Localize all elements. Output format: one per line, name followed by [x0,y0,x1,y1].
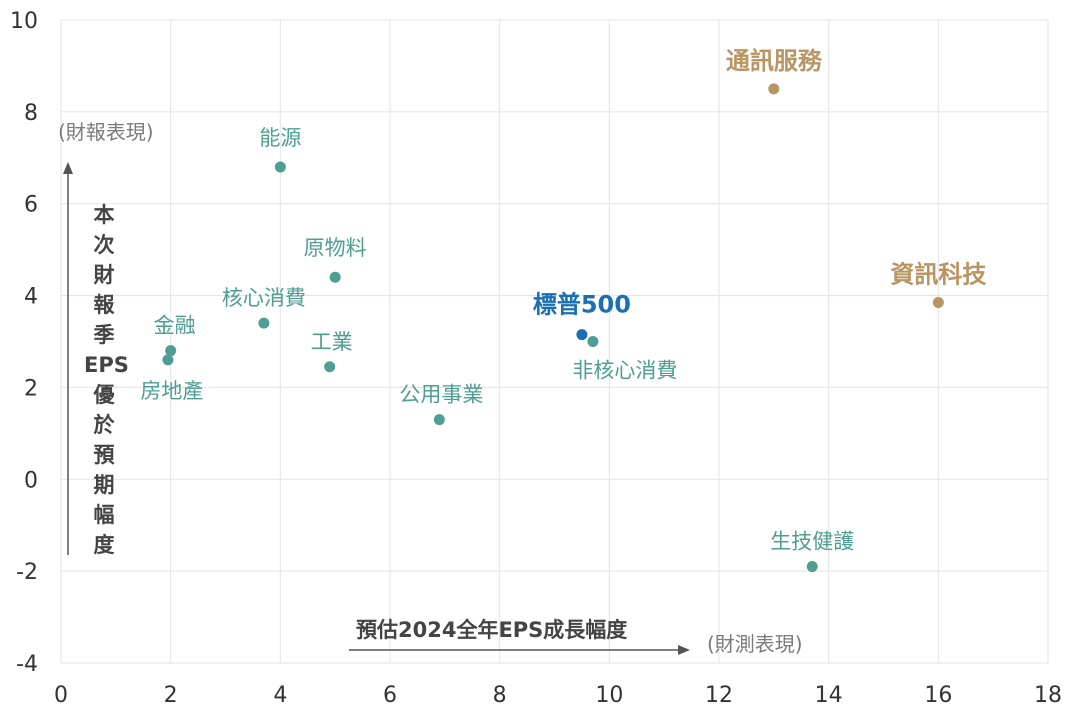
data-label: 房地產 [140,379,203,403]
x-axis-ticks: 0 2 4 6 8 10 12 14 16 18 [54,683,1062,708]
x-tick-label: 2 [164,683,178,708]
x-tick-label: 6 [383,683,397,708]
data-label: 通訊服務 [726,47,823,75]
x-axis-label: 預估2024全年EPS成長幅度 [356,618,628,642]
x-tick-label: 12 [705,683,733,708]
data-label: 能源 [259,126,301,150]
grid-lines [60,19,1049,664]
x-tick-label: 8 [493,683,507,708]
y-tick-label: 8 [24,101,38,126]
y-tick-label: 0 [24,468,38,493]
y-axis-ticks: 10 8 6 4 2 0 -2 -4 [10,9,38,677]
data-label: 非核心消費 [572,359,677,383]
y-tick-label: 6 [24,193,38,218]
data-point [806,561,818,573]
data-label: 原物料 [304,236,367,260]
data-point [932,296,944,308]
x-tick-label: 18 [1034,683,1062,708]
data-points [162,83,944,573]
y-tick-label: 2 [24,376,38,401]
data-point [274,161,286,173]
x-axis-note: (財測表現) [707,632,803,656]
y-axis-label-char: 報 [93,293,115,317]
data-label: 工業 [311,330,353,354]
data-point [329,271,341,283]
x-tick-label: 14 [815,683,843,708]
y-tick-label: 4 [24,285,38,310]
y-tick-label: -4 [16,652,38,677]
data-label: 標普500 [533,291,631,319]
y-axis-label-char: 本 [93,203,115,227]
y-tick-label: -2 [16,560,38,585]
x-tick-label: 4 [273,683,287,708]
y-axis-label: 本次財報季 EPS 優於預期幅度 [84,200,129,560]
data-point [162,354,174,366]
data-point [587,336,599,347]
y-axis-label-char: 優 [93,383,115,407]
axis-arrows [63,162,690,655]
data-point [165,345,177,357]
y-axis-label-char: EPS [84,353,129,377]
x-tick-label: 16 [924,683,952,708]
y-axis-label-char: 季 [93,323,115,347]
data-label: 核心消費 [222,286,306,310]
x-arrow-head [678,645,690,655]
y-axis-label-char: 幅 [93,503,115,527]
data-point [433,414,445,426]
data-label: 資訊科技 [890,260,987,288]
data-point [324,361,336,373]
y-arrow-head [63,162,73,174]
y-axis-note: (財報表現) [58,120,154,144]
data-point [768,83,780,95]
data-point [576,329,588,341]
data-label: 生技健護 [770,530,854,554]
data-label: 金融 [154,314,196,338]
y-tick-label: 10 [10,9,38,34]
x-tick-label: 10 [595,683,623,708]
data-label: 公用事業 [399,383,483,407]
y-axis-label-char: 財 [93,263,115,287]
y-axis-label-char: 次 [93,233,115,257]
x-tick-label: 0 [54,683,68,708]
y-axis-label-char: 期 [93,473,115,497]
y-axis-label-char: 於 [93,413,115,437]
y-axis-label-char: 度 [93,533,115,557]
y-axis-label-char: 預 [93,443,115,467]
data-point [258,317,270,329]
